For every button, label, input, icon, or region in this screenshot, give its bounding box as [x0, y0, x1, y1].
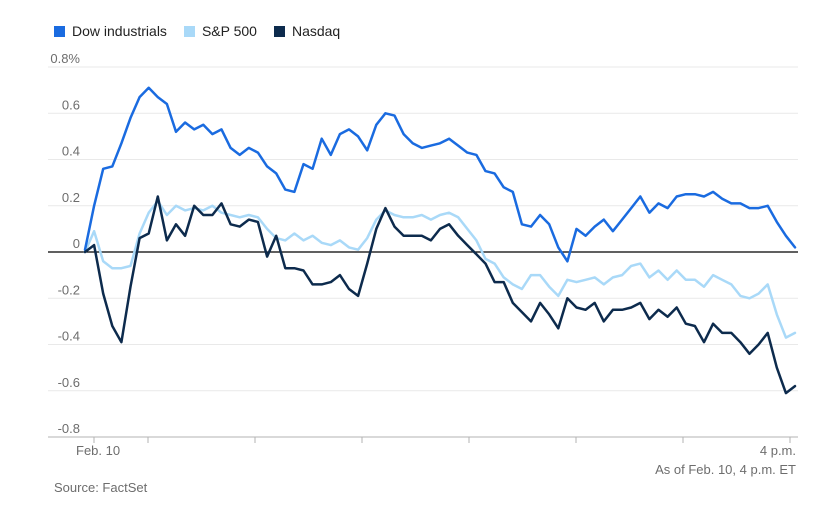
y-tick-label: 0.8% [50, 51, 80, 66]
source-note: Source: FactSet [54, 480, 148, 495]
legend-item-s-p-500: S&P 500 [183, 23, 257, 39]
y-tick-label: -0.4 [58, 329, 80, 344]
x-axis-start-label: Feb. 10 [76, 443, 121, 458]
y-tick-label: -0.8 [58, 421, 80, 436]
x-axis-end-label: 4 p.m. [759, 443, 796, 458]
legend-item-nasdaq: Nasdaq [273, 23, 341, 39]
y-tick-label: 0.2 [62, 190, 80, 205]
y-tick-label: 0.6 [62, 97, 80, 112]
legend-swatch-icon [183, 25, 195, 37]
y-tick-label: -0.2 [58, 282, 80, 297]
legend-item-dow-industrials: Dow industrials [54, 23, 167, 39]
chart-legend: Dow industrials S&P 500 Nasdaq [54, 23, 340, 39]
as-of-note: As of Feb. 10, 4 p.m. ET [655, 462, 796, 477]
y-tick-label: 0 [73, 236, 80, 251]
series-line-nasdaq [83, 195, 797, 395]
y-tick-label: 0.4 [62, 144, 80, 159]
legend-swatch-icon [54, 25, 65, 37]
legend-label: Dow industrials [72, 23, 167, 39]
series-line-dow-industrials [83, 86, 797, 263]
series-line-s-p-500 [83, 199, 797, 339]
legend-label: S&P 500 [201, 23, 257, 39]
legend-swatch-icon [273, 25, 285, 37]
y-tick-label: -0.6 [58, 375, 80, 390]
legend-label: Nasdaq [291, 23, 341, 39]
